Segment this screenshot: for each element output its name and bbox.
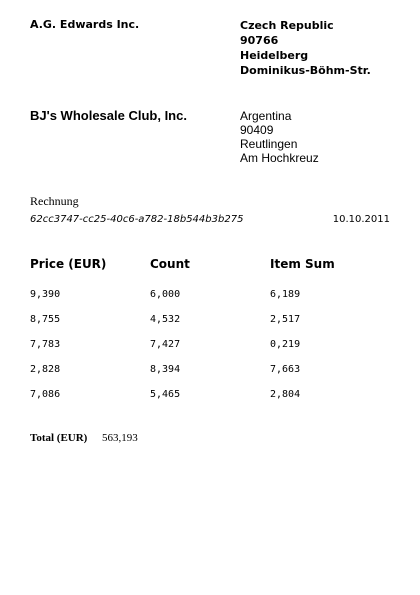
cell-count: 4,532	[150, 314, 181, 325]
recipient-city: Reutlingen	[240, 137, 298, 151]
sender-name: A.G. Edwards Inc.	[30, 18, 140, 31]
table-row: 8,755 4,532 2,517	[30, 314, 390, 339]
cell-count: 6,000	[150, 289, 181, 300]
header-price: Price (EUR)	[30, 257, 107, 271]
cell-price: 7,086	[30, 389, 61, 400]
recipient-address: Argentina 90409 Reutlingen Am Hochkreuz	[240, 109, 319, 165]
recipient-name: BJ's Wholesale Club, Inc.	[30, 108, 187, 123]
table-header-row: Price (EUR) Count Item Sum	[30, 256, 390, 289]
sender-street: Dominikus-Böhm-Str.	[240, 64, 371, 77]
table-row: 2,828 8,394 7,663	[30, 364, 390, 389]
recipient-street: Am Hochkreuz	[240, 151, 319, 165]
cell-price: 7,783	[30, 339, 61, 350]
sender-postal-code: 90766	[240, 34, 279, 47]
total-label: Total (EUR)	[30, 432, 88, 444]
cell-price: 2,828	[30, 364, 61, 375]
cell-count: 7,427	[150, 339, 181, 350]
header-count: Count	[150, 257, 190, 271]
cell-item-sum: 7,663	[270, 364, 301, 375]
cell-item-sum: 2,804	[270, 389, 301, 400]
table-row: 9,390 6,000 6,189	[30, 289, 390, 314]
header-item-sum: Item Sum	[270, 257, 335, 271]
cell-item-sum: 0,219	[270, 339, 301, 350]
cell-item-sum: 2,517	[270, 314, 301, 325]
cell-price: 8,755	[30, 314, 61, 325]
cell-count: 5,465	[150, 389, 181, 400]
cell-count: 8,394	[150, 364, 181, 375]
recipient-country: Argentina	[240, 109, 292, 123]
sender-country: Czech Republic	[240, 19, 334, 32]
items-table: Price (EUR) Count Item Sum 9,390 6,000 6…	[30, 256, 390, 414]
cell-item-sum: 6,189	[270, 289, 301, 300]
recipient-postal-code: 90409	[240, 123, 274, 137]
table-row: 7,086 5,465 2,804	[30, 389, 390, 414]
cell-price: 9,390	[30, 289, 61, 300]
invoice-date: 10.10.2011	[332, 214, 390, 225]
total-value: 563,193	[102, 432, 138, 444]
sender-city: Heidelberg	[240, 49, 309, 62]
invoice-id: 62cc3747-cc25-40c6-a782-18b544b3b275	[30, 214, 244, 225]
document-title: Rechnung	[30, 194, 79, 208]
sender-address: Czech Republic 90766 Heidelberg Dominiku…	[240, 18, 371, 78]
table-row: 7,783 7,427 0,219	[30, 339, 390, 364]
